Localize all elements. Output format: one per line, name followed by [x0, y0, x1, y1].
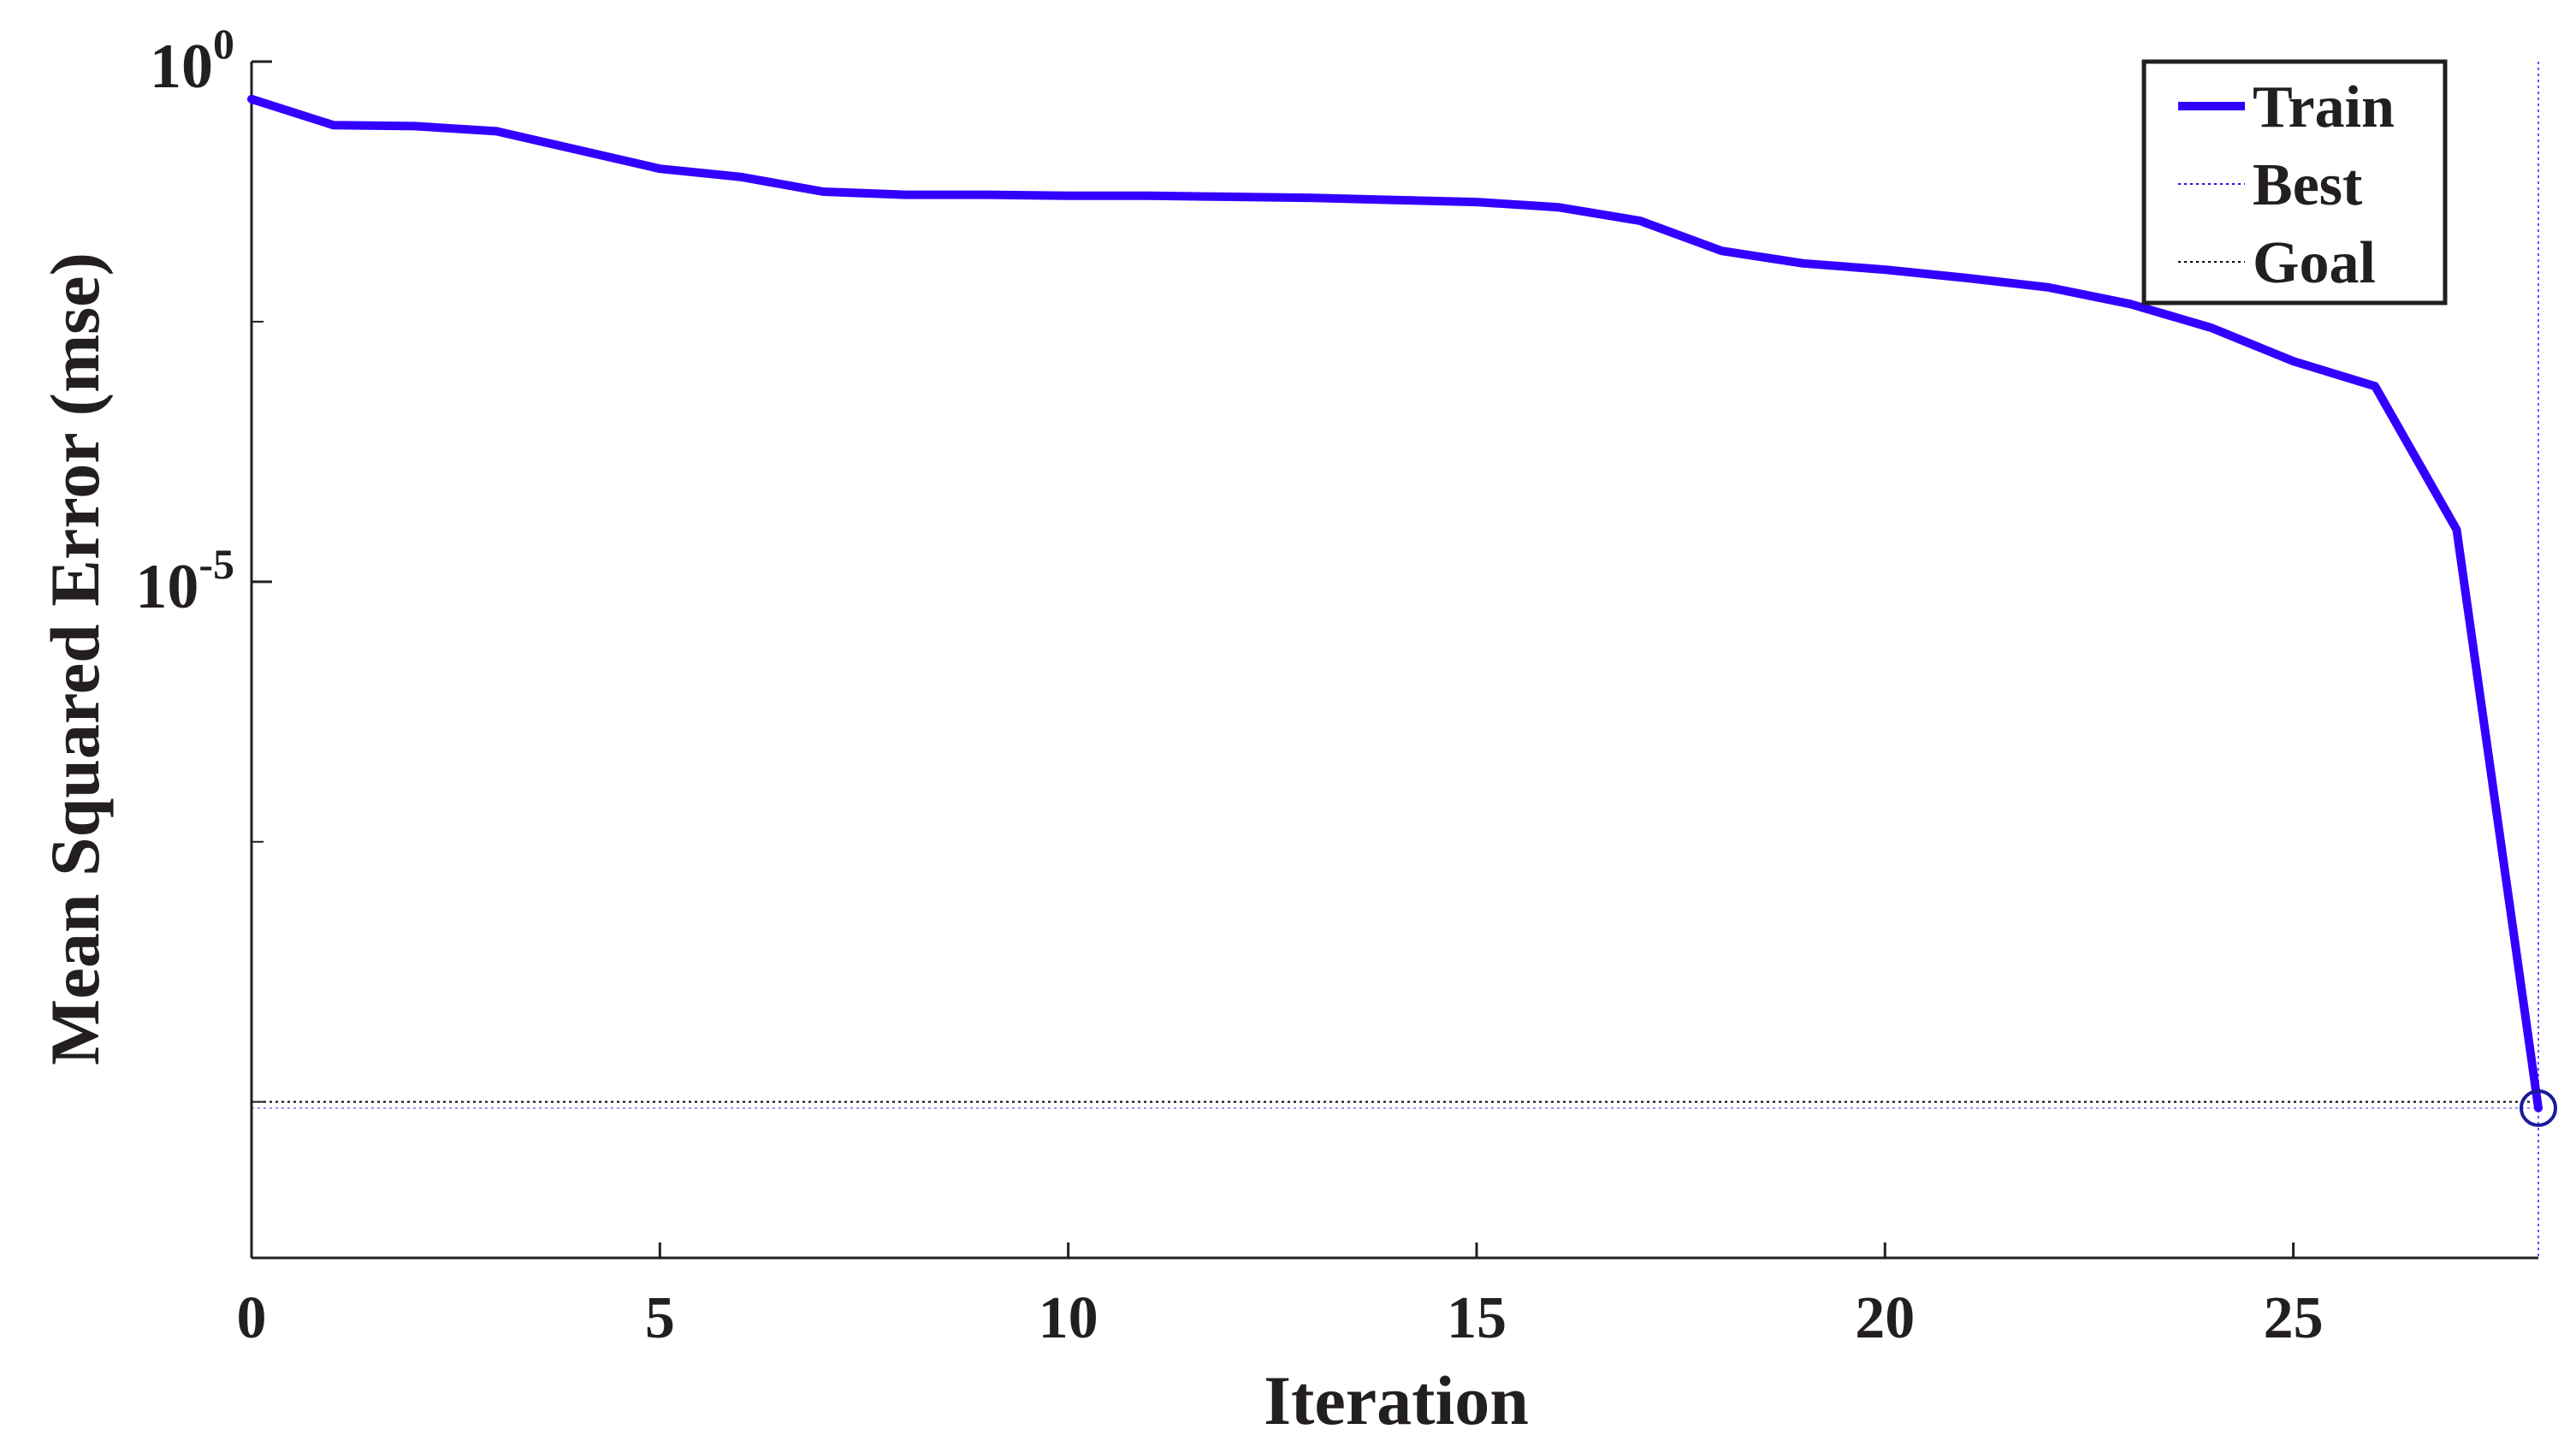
x-tick-label: 20	[1855, 1285, 1915, 1351]
legend: Train Best Goal	[2141, 59, 2448, 305]
reference-lines	[252, 62, 2539, 1258]
y-axis-ticks: 100 10-5	[135, 20, 272, 1103]
y-tick-label: 10-5	[135, 540, 234, 622]
train-series-line	[247, 94, 2543, 1112]
series-layer	[247, 94, 2557, 1127]
x-tick-label: 0	[237, 1285, 267, 1351]
x-tick-label: 10	[1039, 1285, 1099, 1351]
legend-best-label: Best	[2253, 152, 2362, 218]
legend-goal-label: Goal	[2253, 230, 2376, 296]
x-axis-ticks: 0 5 10 15 20 25	[237, 1242, 2324, 1351]
best-point-marker	[2520, 1088, 2557, 1127]
y-tick-label: 100	[150, 20, 234, 102]
legend-train-label: Train	[2253, 74, 2395, 140]
y-axis-title: Mean Squared Error (mse)	[36, 252, 114, 1065]
axes	[250, 62, 2538, 1260]
x-axis-title: Iteration	[1264, 1361, 1529, 1439]
x-tick-label: 15	[1447, 1285, 1507, 1351]
x-tick-label: 5	[645, 1285, 675, 1351]
x-tick-label: 25	[2264, 1285, 2324, 1351]
